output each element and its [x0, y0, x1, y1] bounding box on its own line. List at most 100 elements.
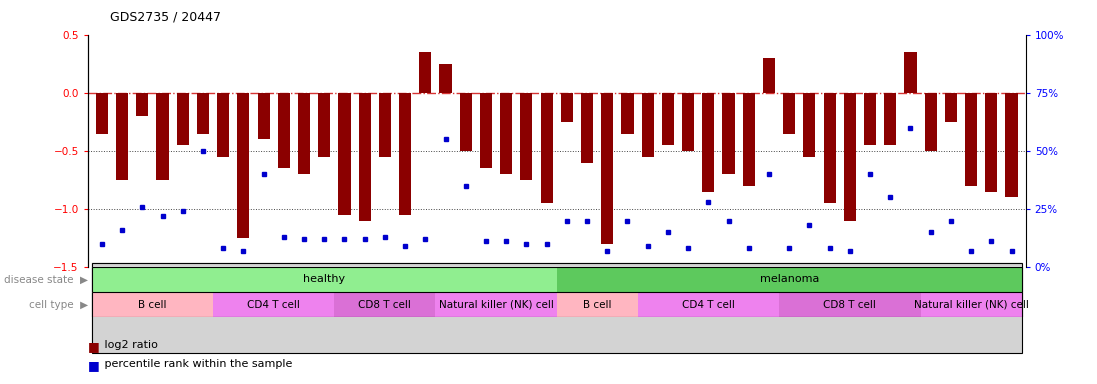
- Bar: [193, 263, 213, 353]
- Bar: [133, 263, 152, 353]
- Bar: [561, 93, 573, 122]
- Bar: [839, 263, 860, 353]
- Text: disease state  ▶: disease state ▶: [3, 275, 88, 285]
- Bar: [440, 64, 452, 93]
- Bar: [557, 267, 1021, 292]
- Bar: [581, 93, 593, 162]
- Bar: [455, 263, 476, 353]
- Bar: [759, 263, 779, 353]
- Bar: [378, 93, 391, 157]
- Bar: [800, 263, 819, 353]
- Bar: [678, 263, 698, 353]
- Bar: [237, 93, 249, 238]
- Bar: [399, 93, 411, 215]
- Bar: [901, 263, 920, 353]
- Bar: [253, 263, 274, 353]
- Bar: [597, 263, 618, 353]
- Text: melanoma: melanoma: [759, 275, 818, 285]
- Bar: [762, 58, 776, 93]
- Bar: [536, 263, 557, 353]
- Bar: [479, 93, 493, 169]
- Bar: [658, 263, 678, 353]
- Bar: [416, 263, 436, 353]
- Text: cell type  ▶: cell type ▶: [29, 300, 88, 310]
- Bar: [743, 93, 755, 186]
- Bar: [637, 292, 779, 317]
- Text: CD8 T cell: CD8 T cell: [359, 300, 411, 310]
- Bar: [294, 263, 314, 353]
- Bar: [719, 263, 738, 353]
- Bar: [920, 292, 1021, 317]
- Bar: [517, 263, 536, 353]
- Bar: [92, 267, 557, 292]
- Bar: [116, 93, 128, 180]
- Bar: [920, 263, 941, 353]
- Bar: [496, 263, 517, 353]
- Text: healthy: healthy: [303, 275, 346, 285]
- Bar: [354, 263, 375, 353]
- Bar: [298, 93, 310, 174]
- Bar: [779, 292, 920, 317]
- Bar: [197, 93, 210, 134]
- Text: B cell: B cell: [583, 300, 611, 310]
- Bar: [177, 93, 189, 145]
- Bar: [1002, 263, 1021, 353]
- Bar: [258, 93, 270, 139]
- Text: Natural killer (NK) cell: Natural killer (NK) cell: [439, 300, 554, 310]
- Bar: [278, 93, 290, 169]
- Bar: [779, 263, 800, 353]
- Bar: [213, 292, 335, 317]
- Bar: [136, 93, 148, 116]
- Bar: [783, 93, 795, 134]
- Bar: [904, 52, 916, 93]
- Bar: [637, 263, 658, 353]
- Bar: [557, 292, 637, 317]
- Bar: [803, 93, 815, 157]
- Bar: [112, 263, 133, 353]
- Bar: [941, 263, 961, 353]
- Bar: [557, 263, 577, 353]
- Bar: [234, 263, 253, 353]
- Bar: [965, 93, 977, 186]
- Bar: [436, 263, 455, 353]
- Bar: [213, 263, 234, 353]
- Text: log2 ratio: log2 ratio: [101, 340, 158, 350]
- Bar: [577, 263, 597, 353]
- Bar: [682, 93, 694, 151]
- Bar: [723, 93, 735, 174]
- Bar: [702, 93, 714, 192]
- Bar: [819, 263, 839, 353]
- Bar: [1006, 93, 1018, 197]
- Bar: [335, 263, 354, 353]
- Text: CD4 T cell: CD4 T cell: [682, 300, 735, 310]
- Text: Natural killer (NK) cell: Natural killer (NK) cell: [914, 300, 1029, 310]
- Bar: [335, 292, 436, 317]
- Bar: [338, 93, 351, 215]
- Bar: [460, 93, 472, 151]
- Bar: [880, 263, 901, 353]
- Text: CD8 T cell: CD8 T cell: [824, 300, 877, 310]
- Bar: [520, 93, 532, 180]
- Bar: [844, 93, 856, 220]
- Text: B cell: B cell: [138, 300, 167, 310]
- Bar: [419, 52, 431, 93]
- Bar: [274, 263, 294, 353]
- Bar: [172, 263, 193, 353]
- Text: CD4 T cell: CD4 T cell: [247, 300, 301, 310]
- Bar: [618, 263, 637, 353]
- Bar: [738, 263, 759, 353]
- Bar: [961, 263, 981, 353]
- Bar: [925, 93, 937, 151]
- Bar: [661, 93, 674, 145]
- Bar: [500, 93, 512, 174]
- Bar: [621, 93, 634, 134]
- Text: ■: ■: [88, 359, 100, 372]
- Bar: [92, 263, 112, 353]
- Bar: [541, 93, 553, 203]
- Bar: [601, 93, 613, 244]
- Bar: [314, 263, 335, 353]
- Bar: [318, 93, 330, 157]
- Text: ■: ■: [88, 340, 100, 353]
- Bar: [152, 263, 172, 353]
- Bar: [945, 93, 957, 122]
